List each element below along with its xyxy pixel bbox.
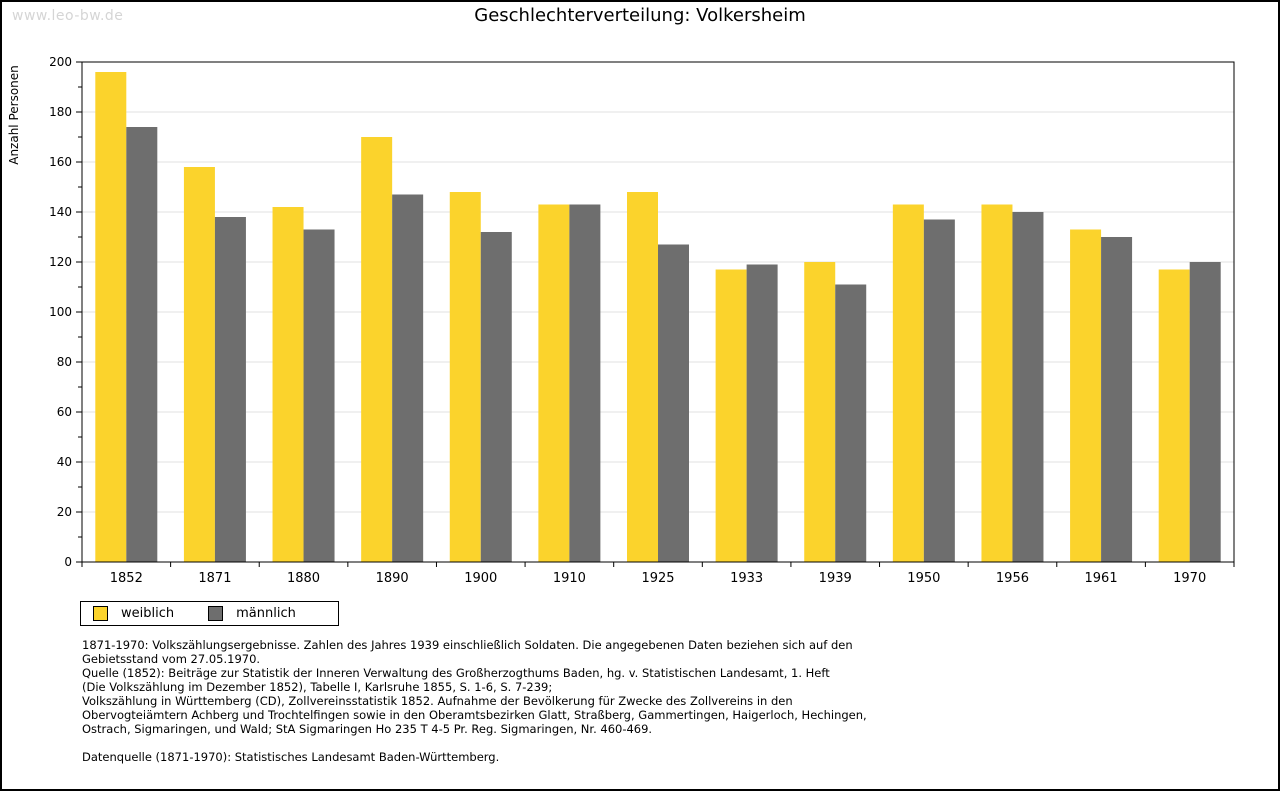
bar-männlich-1939 bbox=[835, 284, 867, 562]
bar-weiblich-1925 bbox=[627, 192, 658, 562]
bar-weiblich-1939 bbox=[804, 262, 836, 562]
weiblich-swatch-icon bbox=[93, 606, 108, 621]
footnotes: 1871-1970: Volkszählungsergebnisse. Zahl… bbox=[82, 638, 867, 764]
x-tick-label: 1852 bbox=[110, 571, 143, 586]
y-tick-label: 160 bbox=[49, 155, 72, 169]
chart-title: Geschlechterverteilung: Volkersheim bbox=[474, 5, 806, 26]
bar-weiblich-1933 bbox=[715, 269, 747, 562]
x-tick-label: 1956 bbox=[996, 571, 1029, 586]
x-tick-label: 1925 bbox=[641, 571, 674, 586]
y-tick-label: 100 bbox=[49, 305, 72, 319]
y-tick-label: 80 bbox=[57, 355, 72, 369]
footnote-line: Gebietsstand vom 27.05.1970. bbox=[82, 652, 261, 666]
bar-weiblich-1970 bbox=[1158, 269, 1190, 562]
bar-männlich-1910 bbox=[569, 204, 601, 562]
legend-label-maennlich: männlich bbox=[236, 606, 296, 621]
bar-weiblich-1910 bbox=[538, 204, 570, 562]
bar-männlich-1871 bbox=[214, 217, 246, 562]
footnote-line: Ostrach, Sigmaringen, und Wald; StA Sigm… bbox=[82, 722, 653, 736]
x-tick-label: 1961 bbox=[1085, 571, 1118, 586]
bar-weiblich-1950 bbox=[892, 204, 924, 562]
y-tick-label: 0 bbox=[64, 555, 72, 569]
bar-männlich-1933 bbox=[746, 264, 778, 562]
bar-männlich-1890 bbox=[392, 194, 424, 562]
footnote-line: (Die Volkszählung im Dezember 1852), Tab… bbox=[82, 680, 553, 694]
bar-männlich-1956 bbox=[1012, 212, 1044, 562]
bar-chart: 0 20 40 60 80 100 120 140 160 180 200 1852 1871 1880 1… bbox=[7, 55, 1235, 586]
bar-männlich-1852 bbox=[126, 127, 158, 562]
legend: weiblich männlich bbox=[80, 601, 339, 626]
bar-männlich-1950 bbox=[923, 219, 955, 562]
x-tick-label: 1900 bbox=[464, 571, 497, 586]
y-tick-label: 40 bbox=[57, 455, 72, 469]
bar-männlich-1880 bbox=[303, 229, 335, 562]
x-tick-label: 1890 bbox=[376, 571, 409, 586]
y-tick-label: 180 bbox=[49, 105, 72, 119]
bar-weiblich-1852 bbox=[95, 72, 127, 562]
bar-männlich-1961 bbox=[1101, 237, 1133, 562]
x-tick-label: 1970 bbox=[1173, 571, 1206, 586]
x-tick-label: 1939 bbox=[819, 571, 852, 586]
y-tick-label: 20 bbox=[57, 505, 72, 519]
bar-männlich-1900 bbox=[480, 232, 512, 562]
bar-weiblich-1956 bbox=[981, 204, 1013, 562]
footnote-line: 1871-1970: Volkszählungsergebnisse. Zahl… bbox=[82, 638, 853, 652]
legend-item-maennlich: männlich bbox=[208, 606, 296, 621]
datasource-line: Datenquelle (1871-1970): Statistisches L… bbox=[82, 750, 500, 764]
y-tick-label: 60 bbox=[57, 405, 72, 419]
footnote-line: Volkszählung in Württemberg (CD), Zollve… bbox=[82, 694, 793, 708]
bar-männlich-1970 bbox=[1189, 262, 1221, 562]
x-tick-label: 1910 bbox=[553, 571, 586, 586]
maennlich-swatch-icon bbox=[208, 606, 224, 621]
legend-item-weiblich: weiblich bbox=[93, 606, 174, 621]
x-tick-label: 1933 bbox=[730, 571, 763, 586]
bar-weiblich-1880 bbox=[272, 207, 304, 562]
y-tick-label: 200 bbox=[49, 55, 72, 69]
bar-männlich-1925 bbox=[658, 244, 689, 562]
x-tick-label: 1880 bbox=[287, 571, 320, 586]
x-tick-label: 1871 bbox=[198, 571, 231, 586]
bar-weiblich-1900 bbox=[449, 192, 481, 562]
bar-weiblich-1871 bbox=[183, 167, 215, 562]
y-tick-label: 140 bbox=[49, 205, 72, 219]
bar-weiblich-1890 bbox=[361, 137, 393, 562]
x-tick-label: 1950 bbox=[907, 571, 940, 586]
watermark: www.leo-bw.de bbox=[12, 8, 124, 24]
y-tick-label: 120 bbox=[49, 255, 72, 269]
legend-label-weiblich: weiblich bbox=[121, 606, 175, 621]
footnote-line: Obervogteiämtern Achberg und Trochtelfin… bbox=[82, 708, 867, 722]
y-axis-title: Anzahl Personen bbox=[7, 65, 21, 165]
footnote-line: Quelle (1852): Beiträge zur Statistik de… bbox=[82, 666, 830, 680]
bar-weiblich-1961 bbox=[1070, 229, 1102, 562]
